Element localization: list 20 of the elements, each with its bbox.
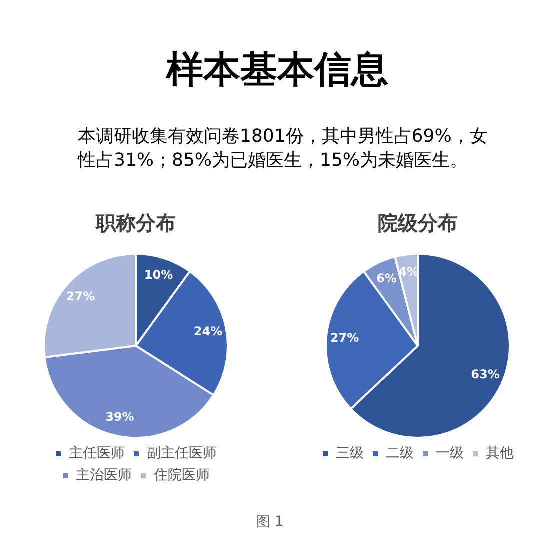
data-label: 39% [106, 410, 134, 424]
data-label: 27% [66, 289, 96, 304]
data-label: 63% [471, 367, 500, 382]
legend-label: 主任医师 [69, 446, 125, 462]
text: 本调研收集有效问卷1801份，其中男性占69%，女性占31%；85%为已婚医生，15%为未婚医生。 [78, 125, 489, 173]
caption: 图 1 [255, 513, 285, 532]
legend-label: 其他 [486, 446, 514, 462]
chart-title: 职称分布 [95, 211, 176, 236]
text: 样本基本信息 [164, 47, 390, 92]
legend-label: 住院医师 [153, 468, 210, 484]
data-label: 27% [330, 331, 360, 346]
legend-label: 二级 [386, 446, 414, 462]
data-label: 10% [144, 268, 174, 282]
legend-label: 副主任医师 [147, 446, 217, 462]
legend-label: 三级 [336, 446, 364, 462]
data-label: 6% [376, 272, 397, 286]
chart-title: 院级分布 [378, 211, 458, 236]
legend-label: 主治医师 [76, 468, 132, 484]
data-label: 24% [194, 324, 223, 338]
legend-label: 一级 [436, 446, 464, 462]
